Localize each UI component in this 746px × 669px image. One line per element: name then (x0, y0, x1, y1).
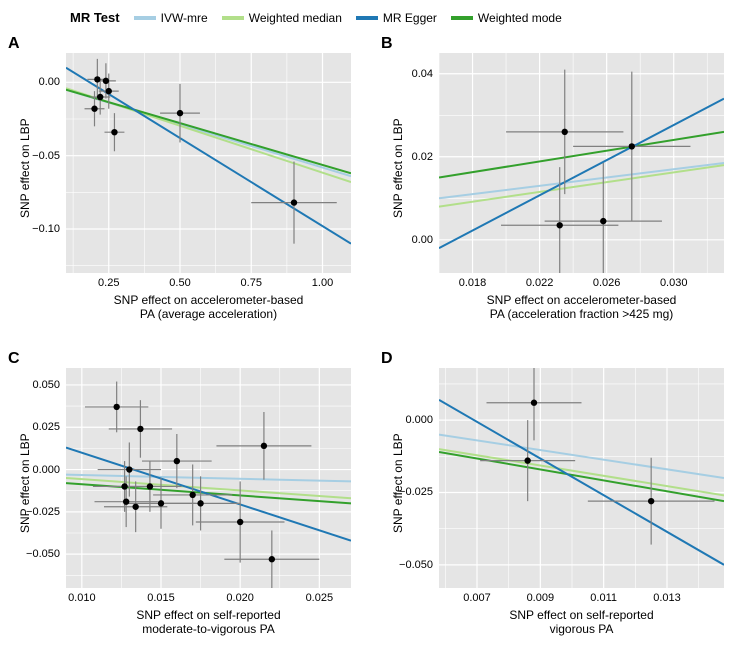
data-point (121, 483, 127, 489)
y-tick-label: −0.050 (26, 548, 66, 560)
x-tick-label: 0.011 (590, 588, 617, 604)
x-tick-label: 0.50 (169, 273, 190, 289)
panel-letter: B (381, 35, 393, 53)
x-tick-label: 0.018 (459, 273, 487, 289)
legend: MR Test IVW-mre Weighted median MR Egger… (0, 0, 746, 33)
y-tick-label: 0.00 (39, 76, 66, 88)
data-point (123, 498, 129, 504)
data-point (147, 483, 153, 489)
legend-title: MR Test (70, 10, 120, 25)
x-tick-label: 0.026 (593, 273, 621, 289)
panel-letter: C (8, 350, 20, 368)
y-tick-label: −0.025 (399, 486, 439, 498)
legend-label: Weighted mode (478, 11, 562, 25)
x-axis-label: SNP effect on self-reportedmoderate-to-v… (66, 608, 351, 637)
data-point (557, 222, 563, 228)
data-point (562, 129, 568, 135)
y-tick-label: 0.050 (32, 379, 66, 391)
data-point (269, 556, 275, 562)
data-point (197, 500, 203, 506)
data-point (629, 143, 635, 149)
data-point (291, 199, 297, 205)
data-point (600, 218, 606, 224)
data-point (524, 457, 530, 463)
data-point (132, 504, 138, 510)
plot-area: 0.0100.0150.0200.025−0.050−0.0250.0000.0… (66, 368, 351, 588)
panel-a: A0.250.500.751.000.00−0.05−0.10SNP effec… (0, 33, 373, 348)
legend-swatch-median (222, 16, 244, 20)
y-tick-label: 0.02 (412, 151, 439, 163)
y-axis-label: SNP effect on LBP (391, 118, 405, 218)
x-tick-label: 0.030 (660, 273, 688, 289)
plot-svg (439, 53, 724, 273)
legend-item-mode: Weighted mode (451, 11, 562, 25)
y-tick-label: −0.05 (32, 150, 66, 162)
x-tick-label: 0.75 (241, 273, 262, 289)
legend-label: IVW-mre (161, 11, 208, 25)
x-tick-label: 0.013 (653, 588, 681, 604)
x-tick-label: 0.015 (147, 588, 175, 604)
x-tick-label: 0.020 (226, 588, 254, 604)
x-tick-label: 0.025 (306, 588, 334, 604)
data-point (113, 404, 119, 410)
y-axis-label: SNP effect on LBP (391, 433, 405, 533)
data-point (531, 400, 537, 406)
y-tick-label: −0.10 (32, 223, 66, 235)
x-axis-label: SNP effect on accelerometer-basedPA (acc… (439, 293, 724, 322)
plot-svg (439, 368, 724, 588)
x-tick-label: 0.007 (463, 588, 491, 604)
data-point (126, 466, 132, 472)
panel-c: C0.0100.0150.0200.025−0.050−0.0250.0000.… (0, 348, 373, 663)
data-point (106, 88, 112, 94)
y-axis-label: SNP effect on LBP (18, 118, 32, 218)
panel-grid: A0.250.500.751.000.00−0.05−0.10SNP effec… (0, 33, 746, 663)
plot-svg (66, 368, 351, 588)
y-tick-label: 0.000 (32, 464, 66, 476)
data-point (97, 94, 103, 100)
x-axis-label: SNP effect on accelerometer-basedPA (ave… (66, 293, 351, 322)
data-point (158, 500, 164, 506)
x-axis-label: SNP effect on self-reportedvigorous PA (439, 608, 724, 637)
legend-item-median: Weighted median (222, 11, 342, 25)
plot-area: 0.250.500.751.000.00−0.05−0.10 (66, 53, 351, 273)
x-tick-label: 0.010 (68, 588, 96, 604)
y-tick-label: −0.050 (399, 559, 439, 571)
data-point (111, 129, 117, 135)
panel-b: B0.0180.0220.0260.0300.000.020.04SNP eff… (373, 33, 746, 348)
x-tick-label: 0.009 (527, 588, 555, 604)
data-point (177, 110, 183, 116)
x-tick-label: 0.022 (526, 273, 554, 289)
data-point (103, 78, 109, 84)
y-tick-label: 0.04 (412, 68, 439, 80)
plot-area: 0.0070.0090.0110.013−0.050−0.0250.000 (439, 368, 724, 588)
y-tick-label: 0.00 (412, 234, 439, 246)
legend-item-egger: MR Egger (356, 11, 437, 25)
y-tick-label: 0.025 (32, 421, 66, 433)
data-point (648, 498, 654, 504)
data-point (189, 492, 195, 498)
panel-letter: D (381, 350, 393, 368)
legend-swatch-egger (356, 16, 378, 20)
x-tick-label: 1.00 (312, 273, 333, 289)
data-point (237, 519, 243, 525)
panel-letter: A (8, 35, 20, 53)
legend-label: Weighted median (249, 11, 342, 25)
y-tick-label: 0.000 (405, 414, 439, 426)
plot-svg (66, 53, 351, 273)
y-tick-label: −0.025 (26, 506, 66, 518)
plot-area: 0.0180.0220.0260.0300.000.020.04 (439, 53, 724, 273)
data-point (137, 426, 143, 432)
data-point (174, 458, 180, 464)
data-point (91, 106, 97, 112)
data-point (94, 76, 100, 82)
panel-d: D0.0070.0090.0110.013−0.050−0.0250.000SN… (373, 348, 746, 663)
legend-item-ivw: IVW-mre (134, 11, 208, 25)
x-tick-label: 0.25 (98, 273, 119, 289)
data-point (261, 443, 267, 449)
legend-label: MR Egger (383, 11, 437, 25)
y-axis-label: SNP effect on LBP (18, 433, 32, 533)
legend-swatch-ivw (134, 16, 156, 20)
legend-swatch-mode (451, 16, 473, 20)
